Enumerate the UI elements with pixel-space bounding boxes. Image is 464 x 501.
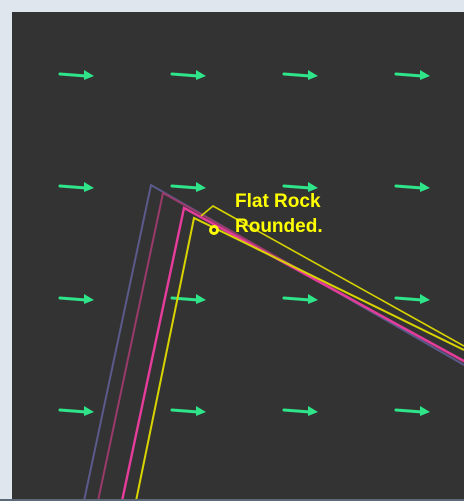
site-label-line1: Flat Rock	[235, 191, 321, 212]
flow-arrow-icon	[282, 182, 318, 192]
flow-arrow-icon	[58, 182, 94, 192]
flow-arrow-icon	[58, 70, 94, 80]
location-marker-icon[interactable]	[209, 225, 219, 235]
frame-bottom-edge	[0, 499, 464, 501]
contour-lines	[83, 183, 464, 501]
flow-arrow-icon	[282, 70, 318, 80]
flow-arrow-icon	[170, 406, 206, 416]
contour-line-maroon[interactable]	[97, 191, 464, 501]
contour-line-yellow[interactable]	[135, 216, 464, 501]
flow-arrow-icon	[394, 70, 430, 80]
flow-arrow-icon	[282, 294, 318, 304]
contour-line-yellow-outer[interactable]	[200, 205, 464, 347]
flow-arrow-icon	[58, 294, 94, 304]
flow-arrow-icon	[170, 294, 206, 304]
flow-arrow-icon	[394, 406, 430, 416]
flow-arrow-icon	[394, 182, 430, 192]
map-svg[interactable]: Flat Rock Rounded.	[12, 12, 464, 501]
flow-arrow-icon	[170, 70, 206, 80]
map-canvas[interactable]: Flat Rock Rounded.	[12, 12, 464, 501]
flow-arrows	[58, 70, 430, 416]
flow-arrow-icon	[394, 294, 430, 304]
flow-arrow-icon	[58, 406, 94, 416]
flow-arrow-icon	[170, 182, 206, 192]
contour-line-magenta[interactable]	[120, 206, 464, 501]
flow-arrow-icon	[282, 406, 318, 416]
site-label-line2: Rounded.	[235, 216, 323, 237]
